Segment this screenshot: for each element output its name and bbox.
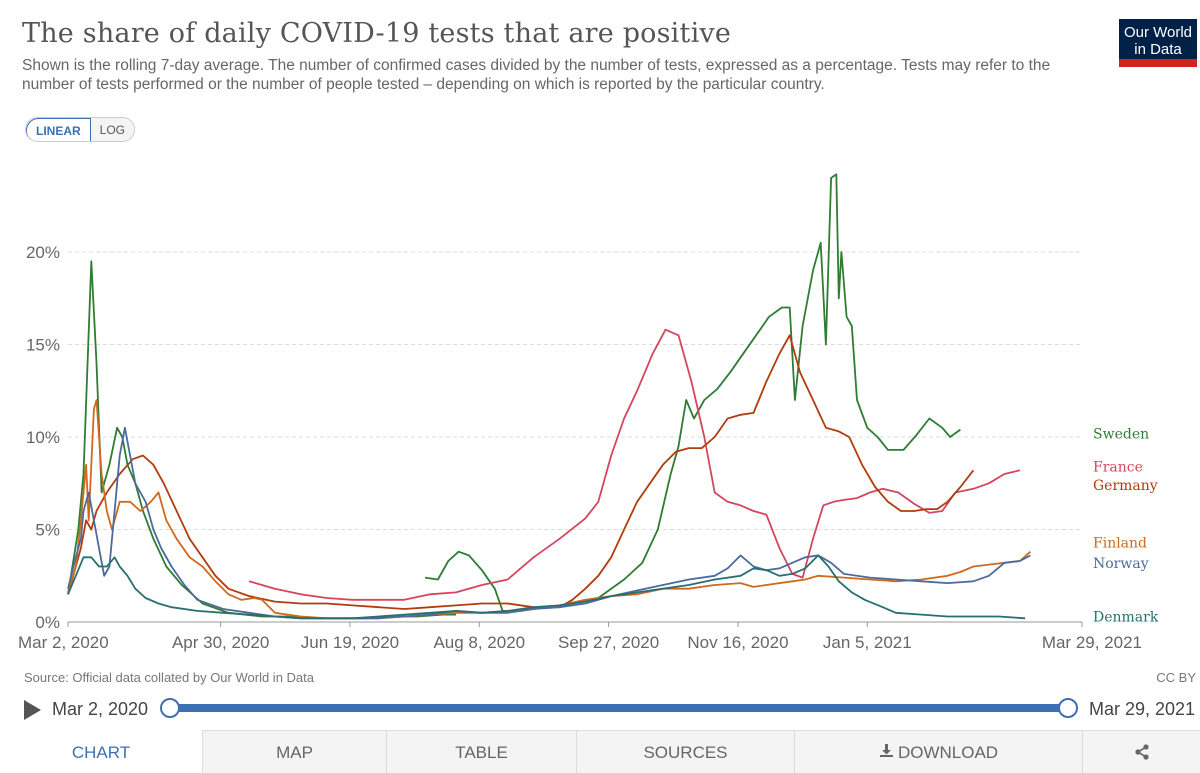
tab-sources[interactable]: SOURCES bbox=[576, 731, 794, 773]
series-norway bbox=[67, 426, 1031, 620]
download-icon bbox=[879, 743, 894, 762]
series-line-sweden[interactable] bbox=[67, 260, 456, 620]
x-tick-label: Mar 29, 2021 bbox=[1042, 633, 1142, 652]
series-layer bbox=[67, 173, 1031, 620]
scale-toggle: LINEAR LOG bbox=[25, 117, 136, 142]
timeline-start-label: Mar 2, 2020 bbox=[52, 699, 149, 719]
owid-logo[interactable]: Our World in Data bbox=[1119, 19, 1197, 67]
x-tick-label: Nov 16, 2020 bbox=[687, 633, 788, 652]
series-line-france[interactable] bbox=[248, 328, 1021, 601]
tab-sources-label: SOURCES bbox=[643, 743, 728, 762]
series-line-finland[interactable] bbox=[67, 399, 1031, 620]
legend-label-denmark[interactable]: Denmark bbox=[1093, 609, 1159, 625]
play-icon[interactable] bbox=[24, 700, 41, 720]
line-chart: SwedenFranceGermanyFinlandNorwayDenmark … bbox=[18, 173, 1159, 652]
logo-line2: in Data bbox=[1134, 41, 1182, 58]
chart-subtitle: Shown is the rolling 7-day average. The … bbox=[22, 57, 1051, 93]
linear-scale-button[interactable]: LINEAR bbox=[26, 118, 91, 141]
legend-label-finland[interactable]: Finland bbox=[1093, 535, 1147, 551]
tab-chart-label: CHART bbox=[71, 743, 131, 762]
tab-table[interactable]: TABLE bbox=[386, 731, 576, 773]
share-icon bbox=[1133, 743, 1151, 762]
logo-line1: Our World bbox=[1123, 24, 1193, 41]
tab-download[interactable]: DOWNLOAD bbox=[794, 731, 1082, 773]
x-tick-label: Apr 30, 2020 bbox=[172, 633, 269, 652]
x-tick-label: Jan 5, 2021 bbox=[823, 633, 912, 652]
legend-label-france[interactable]: France bbox=[1093, 460, 1143, 476]
tab-chart[interactable]: CHART bbox=[0, 730, 202, 773]
axis-layer: 0% 5% 10% 15% 20% Mar 2, 2020 Apr 30, 2020 Jun … bbox=[18, 243, 1142, 652]
grid-layer bbox=[68, 251, 1082, 623]
timeline-end-label: Mar 29, 2021 bbox=[1089, 699, 1196, 719]
y-tick-label: 5% bbox=[35, 521, 60, 540]
timeline-track[interactable] bbox=[170, 704, 1068, 712]
x-tick-label: Jun 19, 2020 bbox=[301, 633, 399, 652]
legend-label-germany[interactable]: Germany bbox=[1093, 478, 1158, 494]
series-line-denmark[interactable] bbox=[67, 554, 1026, 620]
log-scale-button[interactable]: LOG bbox=[90, 118, 135, 141]
series-line-norway[interactable] bbox=[67, 426, 1031, 620]
timeline-start-handle[interactable] bbox=[160, 698, 180, 718]
x-tick-label: Sep 27, 2020 bbox=[558, 633, 659, 652]
chart-title: The share of daily COVID-19 tests that a… bbox=[22, 18, 732, 49]
tab-download-label: DOWNLOAD bbox=[897, 743, 999, 762]
logo-red-bar bbox=[1119, 59, 1197, 67]
tab-map[interactable]: MAP bbox=[202, 731, 386, 773]
series-denmark bbox=[67, 554, 1026, 620]
tab-share[interactable] bbox=[1082, 731, 1200, 773]
y-tick-label: 15% bbox=[26, 336, 60, 355]
legend-label-norway[interactable]: Norway bbox=[1093, 556, 1149, 572]
legend-layer: Sweden France Germany Finland Norway Denmark bbox=[1093, 426, 1159, 625]
license-link[interactable]: CC BY bbox=[1156, 670, 1196, 685]
series-line-germany[interactable] bbox=[67, 334, 975, 610]
timeline: Mar 2, 2020 Mar 29, 2021 bbox=[0, 695, 1200, 725]
series-germany bbox=[67, 334, 975, 610]
series-finland bbox=[67, 399, 1031, 620]
y-tick-label: 0% bbox=[35, 613, 60, 632]
tab-table-label: TABLE bbox=[455, 743, 508, 762]
series-france bbox=[248, 328, 1021, 601]
tab-map-label: MAP bbox=[276, 743, 313, 762]
source-note: Source: Official data collated by Our Wo… bbox=[24, 670, 314, 685]
series-sweden bbox=[67, 173, 961, 620]
x-tick-label: Aug 8, 2020 bbox=[433, 633, 525, 652]
series-line-sweden[interactable] bbox=[424, 173, 961, 612]
timeline-end-handle[interactable] bbox=[1058, 698, 1078, 718]
x-tick-label: Mar 2, 2020 bbox=[18, 633, 109, 652]
tab-bar: CHART MAP TABLE SOURCES DOWNLOAD bbox=[0, 730, 1200, 773]
y-tick-label: 20% bbox=[26, 243, 60, 262]
y-tick-label: 10% bbox=[26, 428, 60, 447]
legend-label-sweden[interactable]: Sweden bbox=[1093, 426, 1149, 442]
